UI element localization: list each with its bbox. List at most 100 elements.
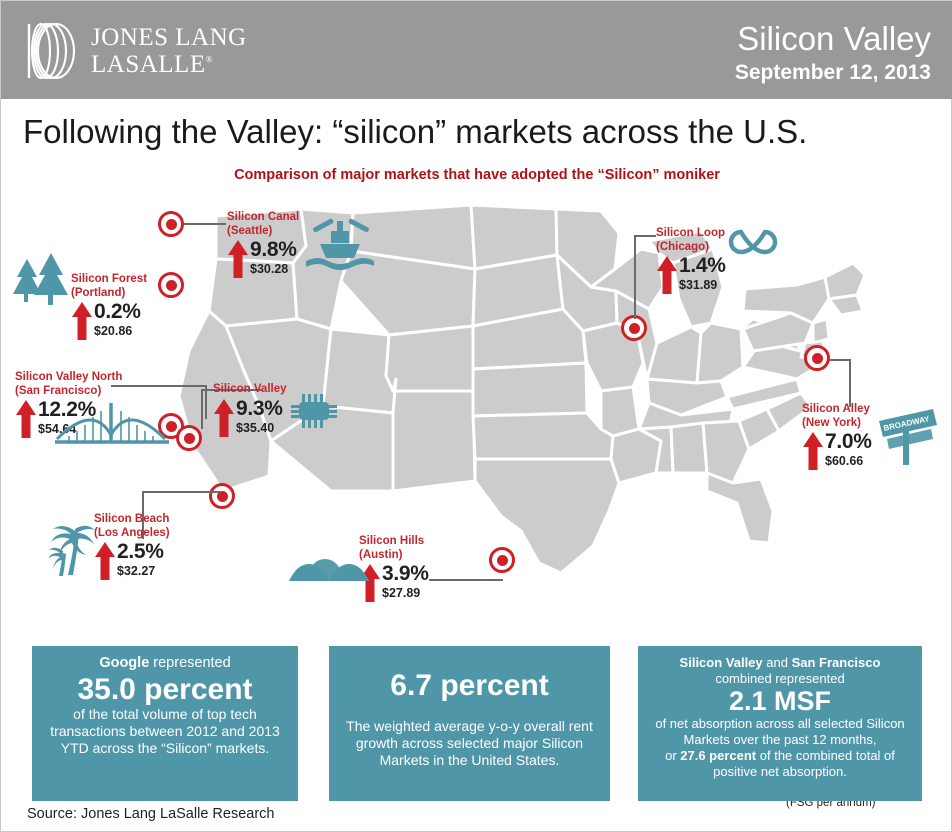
- microchip-icon: [291, 394, 337, 428]
- stat1-lead: Google represented: [42, 655, 288, 673]
- jll-logo-mark: [27, 22, 76, 80]
- up-arrow-icon: [72, 302, 92, 341]
- stat-box-net-absorption: Silicon Valley and San Francisco combine…: [638, 646, 922, 801]
- page-subtitle: Comparison of major markets that have ad…: [234, 167, 720, 183]
- rent-change-new-york: 7.0%: [825, 430, 872, 454]
- stat1-headline: 35.0 percent: [77, 672, 253, 706]
- infinity-loop-icon: [728, 229, 778, 255]
- leader-line-sf-v: [205, 385, 207, 419]
- stat3-or: or: [665, 748, 681, 764]
- logo-line-2: LASALLE®: [91, 51, 213, 78]
- jll-logo-text: JONES LANG LASALLE®: [91, 24, 247, 78]
- leader-line-la-h: [142, 491, 220, 493]
- stat1-body: of the total volume of top tech transact…: [50, 705, 280, 756]
- up-arrow-icon: [360, 564, 380, 603]
- market-name-seattle: Silicon Canal (Seattle): [227, 211, 300, 237]
- registered-mark: ®: [205, 54, 213, 65]
- asking-rent-austin: $27.89: [382, 586, 421, 601]
- market-name-austin: Silicon Hills (Austin): [359, 535, 425, 561]
- rent-change-portland: 0.2%: [94, 300, 141, 324]
- market-name-new-york: Silicon Alley (New York): [802, 403, 870, 429]
- map-marker-portland[interactable]: [158, 272, 184, 298]
- rent-change-los-angeles: 2.5%: [117, 540, 164, 564]
- map-marker-silicon-valley[interactable]: [176, 425, 202, 451]
- leader-line-austin: [429, 579, 503, 581]
- stat1-lead-bold: Google: [99, 655, 150, 671]
- stat3-lead-rest: combined represented: [715, 670, 845, 686]
- asking-rent-silicon-valley: $35.40: [236, 420, 275, 435]
- logo-line-1: JONES LANG: [91, 24, 247, 51]
- leader-line-ny-v: [849, 359, 851, 407]
- leader-line-sv-v: [201, 389, 203, 429]
- callout-silicon-valley: Silicon Valley 9.3% $35.40: [213, 383, 287, 438]
- callout-silicon-hills: Silicon Hills (Austin) 3.9% $27.89: [359, 535, 429, 603]
- stat3-headline: 2.1 MSF: [728, 685, 832, 716]
- callout-silicon-forest: Silicon Forest (Portland) 0.2% $20.86: [71, 273, 147, 341]
- leader-line-chicago-h: [634, 235, 656, 237]
- up-arrow-icon: [228, 240, 248, 279]
- up-arrow-icon: [214, 398, 234, 437]
- asking-rent-new-york: $60.66: [825, 454, 864, 469]
- hills-icon: [289, 559, 369, 581]
- golden-gate-bridge-icon: [55, 403, 169, 444]
- stat3-lead-bold1: Silicon Valley: [679, 655, 763, 670]
- stat3-lead: Silicon Valley and San Francisco: [648, 655, 912, 671]
- stat2-headline: 6.7 percent: [390, 669, 549, 702]
- callout-silicon-loop: Silicon Loop (Chicago) 1.4% $31.89: [656, 227, 726, 295]
- asking-rent-los-angeles: $32.27: [117, 564, 156, 579]
- stat3-body-tail: of the combined total of positive net ab…: [713, 748, 895, 779]
- up-arrow-icon: [16, 400, 36, 439]
- map-marker-los-angeles[interactable]: [209, 483, 235, 509]
- market-name-los-angeles: Silicon Beach (Los Angeles): [94, 513, 170, 539]
- asking-rent-chicago: $31.89: [679, 278, 718, 293]
- stat3-body-b: or 27.6 percent of the combined total of…: [648, 748, 912, 780]
- rent-change-austin: 3.9%: [382, 562, 429, 586]
- map-marker-new-york[interactable]: [804, 345, 830, 371]
- page-title: Following the Valley: “silicon” markets …: [23, 113, 808, 150]
- header-title-block: Silicon Valley September 12, 2013: [734, 20, 931, 86]
- up-arrow-icon: [657, 256, 677, 295]
- rent-change-silicon-valley: 9.3%: [236, 396, 283, 420]
- rent-change-seattle: 9.8%: [250, 238, 297, 262]
- us-map-area: Silicon Canal (Seattle) 9.8% $30.28: [1, 191, 952, 809]
- market-name-chicago: Silicon Loop (Chicago): [656, 227, 725, 253]
- rent-change-san-francisco: 12.2%: [38, 398, 97, 422]
- asking-rent-portland: $20.86: [94, 324, 133, 339]
- leader-line-la-v: [142, 491, 144, 539]
- leader-line-ny-h: [829, 359, 851, 361]
- leader-line-seattle: [184, 223, 226, 225]
- stat3-body-bold: 27.6 percent: [680, 748, 757, 764]
- stat3-body-a: of net absorption across all selected Si…: [655, 716, 905, 748]
- callout-silicon-valley-north: Silicon Valley North (San Francisco) 12.2…: [15, 371, 122, 439]
- stat2-body: The weighted average y-o-y overall rent …: [346, 718, 593, 769]
- asking-rent-san-francisco: $54.64: [38, 422, 77, 437]
- stat-box-rent-growth: 6.7 percent The weighted average y-o-y o…: [329, 646, 610, 801]
- stat3-lead-bold2: San Francisco: [791, 655, 881, 670]
- leader-line-sf-h: [111, 385, 206, 387]
- market-name-silicon-valley: Silicon Valley: [213, 383, 287, 395]
- palm-trees-icon: [49, 525, 95, 576]
- callout-silicon-alley: Silicon Alley (New York) 7.0% $60.66: [802, 403, 872, 471]
- header-title: Silicon Valley: [737, 20, 931, 57]
- stat1-lead-rest: represented: [149, 655, 231, 671]
- leader-line-sv-h: [201, 389, 261, 391]
- jll-logo: JONES LANG LASALLE®: [27, 21, 247, 81]
- stat3-lead-mid: and: [762, 655, 792, 670]
- up-arrow-icon: [803, 432, 823, 471]
- map-marker-austin[interactable]: [489, 547, 515, 573]
- stat-box-google: Google represented 35.0 percent of the t…: [32, 646, 298, 801]
- leader-line-chicago-v: [634, 235, 636, 319]
- ship-icon: [306, 218, 374, 270]
- callout-silicon-canal: Silicon Canal (Seattle) 9.8% $30.28: [227, 211, 299, 279]
- rent-change-chicago: 1.4%: [679, 254, 726, 278]
- header-date: September 12, 2013: [734, 60, 931, 84]
- asking-rent-seattle: $30.28: [250, 262, 289, 277]
- page-header: JONES LANG LASALLE® Silicon Valley Septe…: [1, 1, 952, 99]
- map-marker-seattle[interactable]: [158, 211, 184, 237]
- source-note: Source: Jones Lang LaSalle Research: [27, 806, 275, 822]
- broadway-street-sign-icon: BROADWAY: [879, 409, 937, 465]
- evergreen-trees-icon: [13, 253, 68, 305]
- market-name-portland: Silicon Forest (Portland): [71, 273, 148, 299]
- up-arrow-icon: [95, 542, 115, 581]
